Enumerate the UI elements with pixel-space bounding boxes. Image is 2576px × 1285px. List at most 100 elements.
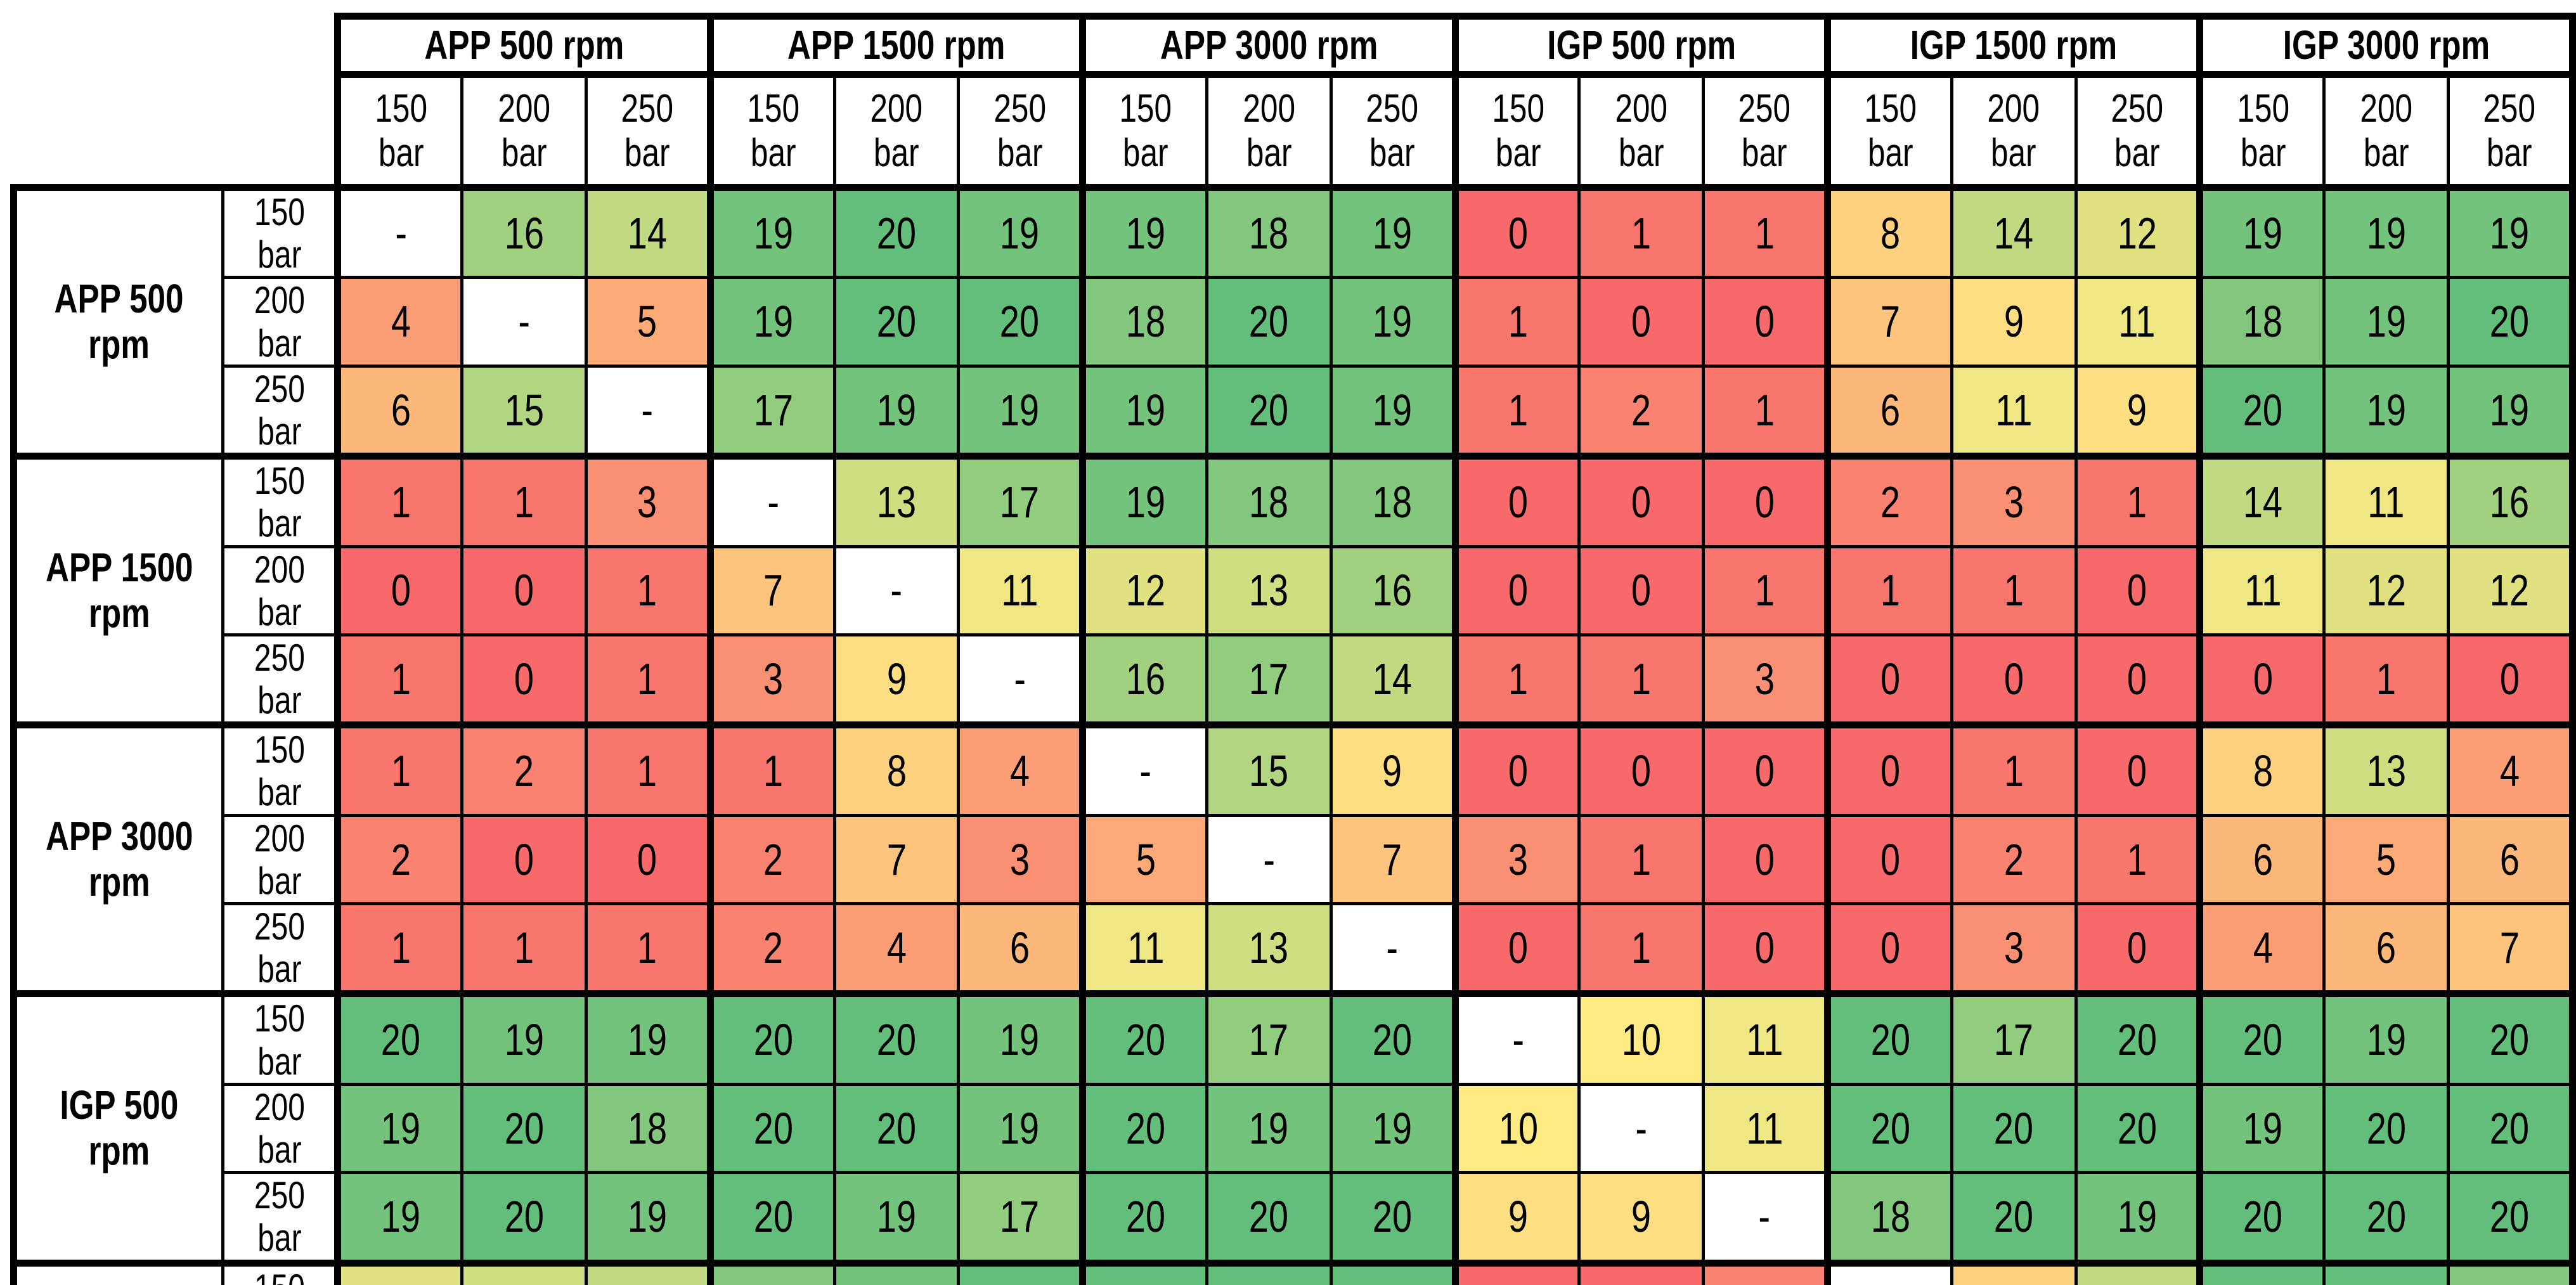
matrix-cell-value: -: [767, 477, 780, 527]
matrix-cell-value: 12: [1125, 565, 1166, 616]
matrix-cell-value: 2: [763, 834, 784, 884]
matrix-diagonal-cell: -: [957, 633, 1085, 727]
matrix-cell-value: 1: [1508, 297, 1529, 347]
matrix-cell: 6: [1823, 364, 1953, 458]
matrix-cell: 20: [2196, 364, 2326, 458]
matrix-cell: 18: [2196, 276, 2326, 368]
matrix-cell: 1: [1451, 633, 1581, 727]
matrix-cell-value: 20: [1373, 1284, 1412, 1285]
matrix-cell: 7: [832, 813, 961, 906]
matrix-cell-value: 5: [2376, 834, 2397, 884]
matrix-cell: 1: [334, 721, 464, 817]
pressure-column-label: 150 bar: [1492, 87, 1544, 175]
matrix-cell: 16: [2446, 453, 2576, 548]
column-group-header: APP 3000 rpm: [1079, 13, 1457, 78]
matrix-cell-value: 20: [1249, 1284, 1288, 1285]
row-pressure-label: 150 bar: [235, 1270, 323, 1285]
matrix-cell-value: 1: [1631, 208, 1652, 258]
matrix-cell: 20: [2196, 990, 2326, 1086]
matrix-cell-value: 16: [1372, 565, 1412, 616]
matrix-cell: 19: [957, 183, 1085, 280]
matrix-cell-value: 20: [2243, 1192, 2283, 1242]
matrix-cell-value: 20: [1249, 385, 1289, 435]
matrix-cell-value: 1: [1754, 565, 1775, 616]
pressure-column-label: 250 bar: [993, 87, 1046, 175]
matrix-cell: 9: [1451, 1171, 1581, 1265]
matrix-cell: 0: [1702, 721, 1829, 817]
matrix-cell-value: 3: [1009, 834, 1030, 884]
matrix-cell-value: 20: [2489, 297, 2530, 347]
matrix-cell: 0: [2074, 545, 2202, 636]
matrix-cell-value: 5: [637, 297, 657, 347]
matrix-cell-value: 0: [2003, 654, 2024, 704]
matrix-cell: 4: [2196, 901, 2326, 996]
matrix-cell-value: 1: [514, 477, 534, 527]
matrix-cell: 20: [2446, 276, 2576, 368]
matrix-cell-value: 9: [886, 654, 907, 704]
row-group-label: IGP 500 rpm: [60, 1082, 179, 1173]
matrix-cell-value: 1: [391, 746, 411, 796]
matrix-cell: 13: [1205, 545, 1333, 636]
matrix-cell: 0: [585, 813, 712, 906]
matrix-cell: 11: [2322, 453, 2450, 548]
matrix-cell: 20: [706, 990, 836, 1086]
matrix-cell-value: 7: [1880, 297, 1901, 347]
matrix-cell: 0: [2446, 633, 2576, 727]
matrix-cell-value: 19: [1000, 385, 1040, 435]
matrix-cell: 19: [957, 1082, 1085, 1175]
matrix-cell: 1: [1451, 364, 1581, 458]
matrix-cell: 0: [460, 633, 588, 727]
matrix-cell-value: 20: [2243, 385, 2283, 435]
matrix-cell: 5: [2322, 813, 2450, 906]
pressure-column-label: 200 bar: [2360, 87, 2412, 175]
matrix-cell-value: 20: [1000, 1284, 1039, 1285]
matrix-cell: 12: [2074, 183, 2202, 280]
matrix-diagonal-cell: -: [1451, 990, 1581, 1086]
pressure-column-label: 200 bar: [1615, 87, 1668, 175]
matrix-cell: 20: [1823, 1082, 1953, 1175]
matrix-cell-value: 0: [1508, 208, 1529, 258]
matrix-cell-value: 8: [886, 746, 907, 796]
matrix-cell-value: 0: [1631, 1284, 1651, 1285]
matrix-cell-value: 20: [2366, 1284, 2405, 1285]
matrix-cell-value: 11: [1001, 565, 1039, 616]
pressure-column-header: 200 bar: [2322, 73, 2450, 191]
pressure-column-label: 150 bar: [1864, 87, 1917, 175]
row-pressure-header: 250 bar: [221, 1171, 340, 1265]
row-pressure-label: 200 bar: [254, 548, 305, 633]
matrix-cell: 19: [832, 1259, 961, 1285]
matrix-cell: 2: [334, 813, 464, 906]
matrix-cell: 1: [334, 901, 464, 996]
matrix-cell-value: 14: [2243, 477, 2283, 527]
pressure-column-label: 150 bar: [2236, 87, 2289, 175]
matrix-cell-value: 20: [2243, 1015, 2283, 1065]
matrix-cell-value: 20: [1372, 1192, 1412, 1242]
matrix-cell: 13: [832, 453, 961, 548]
matrix-cell: 14: [585, 1259, 712, 1285]
matrix-cell: 20: [1329, 1171, 1457, 1265]
matrix-cell: 20: [2322, 1082, 2450, 1175]
matrix-cell: 0: [460, 813, 588, 906]
matrix-diagonal-cell: -: [1823, 1259, 1953, 1285]
matrix-cell: 19: [585, 990, 712, 1086]
matrix-cell-value: 19: [1372, 208, 1412, 258]
matrix-cell: 0: [1577, 545, 1705, 636]
matrix-cell-value: 1: [1754, 385, 1775, 435]
matrix-cell-value: 1: [2376, 654, 2397, 704]
matrix-cell: 10: [1577, 990, 1705, 1086]
matrix-cell-value: 19: [627, 1192, 668, 1242]
pressure-column-header: 200 bar: [1950, 73, 2078, 191]
row-pressure-header: 250 bar: [221, 633, 340, 727]
matrix-cell-value: 12: [2489, 565, 2530, 616]
matrix-cell-value: 0: [1754, 834, 1775, 884]
matrix-cell-value: 0: [2126, 565, 2147, 616]
matrix-cell-value: 1: [637, 746, 657, 796]
matrix-cell-value: 0: [2253, 654, 2273, 704]
matrix-cell: 3: [1702, 633, 1829, 727]
matrix-cell: 20: [706, 1171, 836, 1265]
matrix-cell: 20: [1950, 1171, 2078, 1265]
matrix-cell: 0: [460, 545, 588, 636]
matrix-cell-value: -: [1635, 1103, 1648, 1153]
matrix-cell: 7: [706, 545, 836, 636]
pressure-column-label: 150 bar: [374, 87, 427, 175]
